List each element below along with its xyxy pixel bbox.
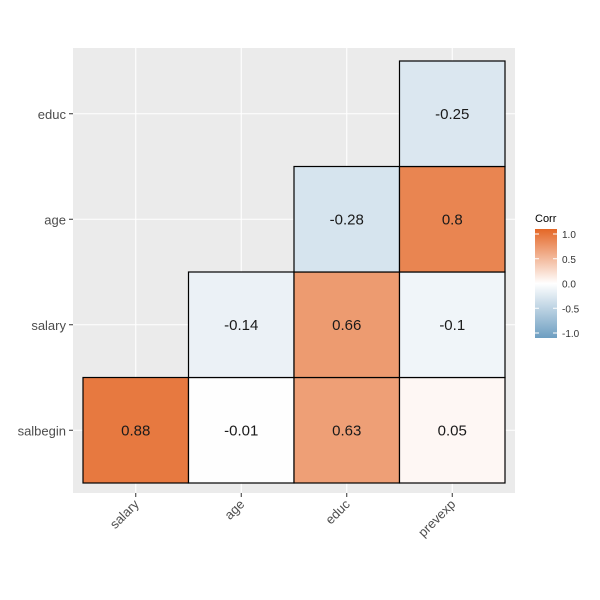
legend-tick-label: 1.0 bbox=[562, 230, 576, 241]
cell-value-label: 0.05 bbox=[438, 422, 467, 439]
heatmap-cell bbox=[398, 165, 506, 273]
cell-value-label: -0.01 bbox=[224, 422, 258, 439]
legend-colorbar bbox=[535, 229, 557, 338]
heatmap-cell bbox=[293, 376, 401, 484]
y-tick-label: salbegin bbox=[18, 423, 66, 438]
cell-value-label: -0.1 bbox=[439, 317, 465, 334]
y-tick-label: age bbox=[44, 212, 66, 227]
legend-tick-label: -0.5 bbox=[562, 304, 580, 315]
cells: 0.88 -0.01 0.63 0.05 -0.14 0.66 -0.1 -0.28 0.8 -0… bbox=[82, 60, 506, 484]
cell-value-label: 0.63 bbox=[332, 422, 361, 439]
x-tick-label: educ bbox=[322, 496, 353, 527]
heatmap-cell bbox=[398, 60, 506, 168]
heatmap-cell bbox=[398, 271, 506, 379]
legend-tick-label: -1.0 bbox=[562, 329, 580, 340]
legend-tick-label: 0.0 bbox=[562, 280, 576, 291]
cell-value-label: 0.66 bbox=[332, 317, 361, 334]
y-tick-label: educ bbox=[38, 107, 67, 122]
legend-title: Corr bbox=[535, 213, 557, 225]
heatmap-cell bbox=[398, 376, 506, 484]
heatmap-cell bbox=[293, 165, 401, 273]
heatmap-cell bbox=[187, 271, 295, 379]
heatmap-cell bbox=[187, 376, 295, 484]
heatmap-cell bbox=[82, 376, 190, 484]
cell-value-label: 0.88 bbox=[121, 422, 150, 439]
legend-tick-label: 0.5 bbox=[562, 255, 576, 266]
cell-value-label: 0.8 bbox=[442, 211, 463, 228]
y-tick-label: salary bbox=[31, 318, 66, 333]
x-tick-label: age bbox=[221, 497, 247, 523]
cell-value-label: -0.28 bbox=[330, 211, 364, 228]
legend: Corr 1.0 0.5 0.0 -0.5 -1.0 bbox=[535, 213, 580, 340]
cell-value-label: -0.14 bbox=[224, 317, 258, 334]
x-tick-label: salary bbox=[107, 496, 142, 531]
x-tick-label: prevexp bbox=[415, 497, 458, 540]
cell-value-label: -0.25 bbox=[435, 106, 469, 123]
